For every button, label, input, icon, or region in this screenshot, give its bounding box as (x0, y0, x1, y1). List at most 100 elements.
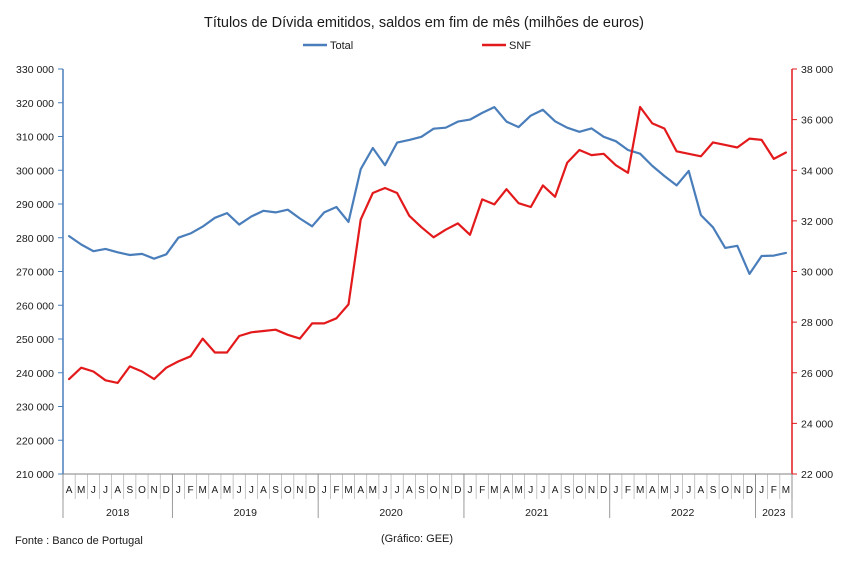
month-label: M (77, 485, 85, 496)
legend-label-snf: SNF (509, 40, 531, 52)
right-tick-label: 36 000 (801, 115, 833, 127)
month-label: S (564, 485, 571, 496)
right-tick-label: 34 000 (801, 165, 833, 177)
right-tick-label: 32 000 (801, 216, 833, 228)
month-label: J (176, 485, 181, 496)
year-label: 2021 (525, 507, 549, 519)
month-label: J (103, 485, 108, 496)
month-label: F (333, 485, 339, 496)
right-tick-label: 28 000 (801, 317, 833, 329)
month-label: N (442, 485, 449, 496)
month-label: D (308, 485, 315, 496)
month-label: J (322, 485, 327, 496)
month-label: S (126, 485, 133, 496)
month-label: A (212, 485, 219, 496)
month-label: N (734, 485, 741, 496)
year-label: 2019 (234, 507, 258, 519)
month-label: A (649, 485, 656, 496)
month-label: M (344, 485, 352, 496)
month-label: M (660, 485, 668, 496)
chart-title: Títulos de Dívida emitidos, saldos em fi… (204, 15, 644, 31)
month-label: A (406, 485, 413, 496)
year-label: 2018 (106, 507, 130, 519)
month-label: O (575, 485, 583, 496)
month-label: A (114, 485, 121, 496)
axes: 210 000 220 000 230 000 240 000 250 000 260 0… (16, 64, 833, 519)
month-label: D (454, 485, 461, 496)
left-tick-label: 310 000 (16, 132, 54, 144)
month-label: J (382, 485, 387, 496)
right-tick-label: 24 000 (801, 418, 833, 430)
series-layer (67, 105, 788, 384)
left-tick-label: 220 000 (16, 435, 54, 447)
month-label: A (698, 485, 705, 496)
series-line-snf (67, 105, 788, 384)
month-label: S (272, 485, 279, 496)
left-tick-label: 330 000 (16, 64, 54, 76)
month-label: O (284, 485, 292, 496)
month-label: M (636, 485, 644, 496)
month-label: J (686, 485, 691, 496)
month-label: S (710, 485, 717, 496)
left-tick-label: 230 000 (16, 402, 54, 414)
left-tick-label: 320 000 (16, 98, 54, 110)
month-label: A (66, 485, 73, 496)
month-label: J (613, 485, 618, 496)
left-tick-label: 240 000 (16, 368, 54, 380)
month-label: A (260, 485, 267, 496)
year-label: 2023 (762, 507, 786, 519)
month-label: J (249, 485, 254, 496)
credit-note: (Gráfico: GEE) (381, 533, 453, 545)
month-label: F (479, 485, 485, 496)
month-label: M (490, 485, 498, 496)
month-label: D (746, 485, 753, 496)
month-label: J (395, 485, 400, 496)
month-label: S (418, 485, 425, 496)
left-tick-label: 270 000 (16, 267, 54, 279)
month-label: D (163, 485, 170, 496)
month-label: J (540, 485, 545, 496)
left-tick-label: 260 000 (16, 300, 54, 312)
month-label: A (552, 485, 559, 496)
month-label: O (430, 485, 438, 496)
source-note: Fonte : Banco de Portugal (15, 535, 143, 547)
right-tick-label: 30 000 (801, 267, 833, 279)
left-tick-label: 250 000 (16, 334, 54, 346)
month-label: A (357, 485, 364, 496)
month-label: J (528, 485, 533, 496)
left-tick-label: 300 000 (16, 165, 54, 177)
month-label: M (369, 485, 377, 496)
month-label: J (468, 485, 473, 496)
month-label: M (223, 485, 231, 496)
month-label: N (151, 485, 158, 496)
month-label: J (674, 485, 679, 496)
month-label: J (759, 485, 764, 496)
month-label: M (782, 485, 790, 496)
left-tick-label: 290 000 (16, 199, 54, 211)
year-label: 2022 (671, 507, 695, 519)
right-tick-label: 26 000 (801, 368, 833, 380)
month-label: J (237, 485, 242, 496)
month-label: F (771, 485, 777, 496)
left-tick-label: 280 000 (16, 233, 54, 245)
left-tick-label: 210 000 (16, 469, 54, 481)
month-label: D (600, 485, 607, 496)
month-label: J (91, 485, 96, 496)
month-label: F (625, 485, 631, 496)
legend: Total SNF (303, 40, 531, 52)
month-label: M (514, 485, 522, 496)
month-label: F (188, 485, 194, 496)
right-tick-label: 22 000 (801, 469, 833, 481)
year-label: 2020 (379, 507, 403, 519)
month-label: N (296, 485, 303, 496)
month-label: M (199, 485, 207, 496)
legend-label-total: Total (330, 40, 353, 52)
month-label: A (503, 485, 510, 496)
series-line-total (67, 105, 788, 275)
right-tick-label: 38 000 (801, 64, 833, 76)
month-label: N (588, 485, 595, 496)
month-label: O (721, 485, 729, 496)
month-label: O (138, 485, 146, 496)
